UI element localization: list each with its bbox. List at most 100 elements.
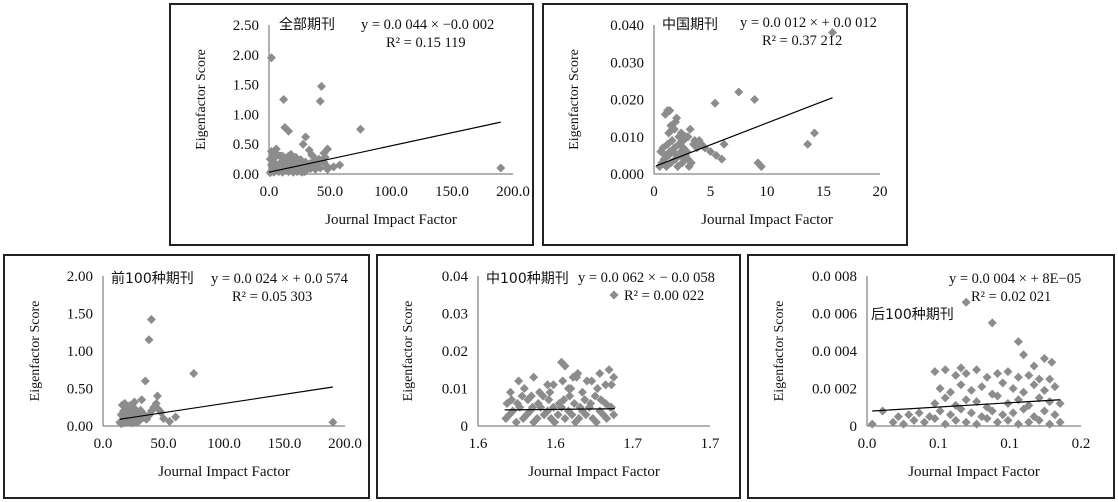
x-tick-label: 0.1	[929, 436, 948, 452]
data-point	[750, 95, 760, 104]
data-point	[560, 414, 570, 423]
data-point	[582, 376, 592, 386]
data-point	[1019, 387, 1029, 397]
data-point	[129, 397, 139, 407]
x-tick-label: 50.0	[317, 184, 343, 200]
data-point	[1055, 417, 1065, 427]
data-point	[681, 132, 691, 142]
r-squared-label: R² = 0.00 022	[624, 288, 704, 304]
data-point	[553, 410, 563, 420]
data-point	[1045, 374, 1055, 384]
data-point	[569, 399, 579, 408]
data-point	[565, 391, 575, 401]
data-point	[543, 406, 553, 416]
data-point	[930, 414, 940, 423]
scatter-chart-top100: 0.00 0.50 1.00 1.50 2.00 0.0 50.0 100.0 150.0 200…	[28, 269, 362, 480]
data-point	[992, 369, 1002, 378]
data-point	[656, 147, 666, 157]
data-point	[310, 156, 320, 166]
data-point	[587, 376, 597, 386]
data-point	[930, 399, 940, 408]
trendline	[268, 121, 501, 173]
data-point	[663, 106, 673, 116]
data-point	[507, 395, 517, 405]
data-point	[809, 128, 819, 138]
x-axis-label: Journal Impact Factor	[158, 464, 290, 480]
data-point	[961, 297, 971, 307]
data-point	[951, 370, 961, 380]
y-tick-label: 0	[850, 419, 858, 435]
y-axis-label: Eigenfactor Score	[194, 49, 209, 150]
data-point	[328, 417, 338, 427]
data-point	[590, 391, 600, 401]
data-point	[946, 387, 956, 397]
data-point	[1029, 412, 1039, 422]
data-point	[529, 372, 539, 382]
y-tick-label: 0.020	[610, 93, 644, 109]
y-tick-label: 0.00	[233, 167, 259, 183]
trendline	[656, 97, 833, 167]
data-point	[273, 150, 283, 160]
x-tick-label: 0.0	[94, 436, 113, 452]
data-point	[992, 391, 1002, 401]
data-point	[690, 135, 700, 145]
data-point	[1024, 370, 1034, 380]
data-point	[667, 135, 677, 145]
data-point	[1003, 399, 1013, 408]
data-point	[284, 151, 294, 161]
panel-mid-100: 0 0.01 0.02 0.03 0.04 1.6 1.6 1.7 1.7 Journal Imp…	[376, 254, 741, 499]
x-tick-label: 15	[816, 184, 831, 200]
x-tick-label: 5	[707, 184, 715, 200]
panel-bottom-100: 0 0.0 002 0.0 004 0.0 006 0.0 008 0.0 0.1 0.1 0.…	[747, 254, 1115, 499]
data-point	[998, 378, 1008, 388]
data-point	[987, 389, 997, 399]
y-tick-label: 0.03	[442, 307, 468, 323]
data-point	[1045, 419, 1055, 429]
data-point	[604, 365, 614, 375]
data-point	[719, 139, 729, 149]
data-point	[683, 154, 693, 164]
r-squared-label: R² = 0.02 021	[971, 289, 1051, 305]
data-point	[315, 96, 325, 106]
data-point	[545, 387, 555, 397]
data-point	[961, 369, 971, 378]
data-point	[888, 417, 898, 427]
regression-equation: y = 0.0 044 × −0.0 002	[361, 17, 494, 33]
data-point	[602, 414, 612, 423]
y-tick-label: 2.50	[233, 18, 259, 34]
data-point	[961, 417, 971, 427]
data-point	[567, 410, 577, 420]
data-point	[1008, 408, 1018, 418]
data-points	[867, 297, 1065, 429]
data-point	[935, 406, 945, 416]
data-point	[533, 399, 543, 408]
data-point	[1039, 385, 1049, 395]
data-point	[1047, 357, 1057, 367]
data-point	[550, 417, 560, 427]
x-axis-label: Journal Impact Factor	[325, 212, 457, 228]
data-point	[696, 139, 706, 149]
data-point	[717, 154, 727, 164]
y-tick-label: 0.0 008	[812, 269, 857, 285]
data-point	[534, 387, 544, 397]
x-tick-label: 0.2	[1072, 436, 1091, 452]
data-point	[301, 158, 311, 168]
scatter-chart-bottom100: 0 0.0 002 0.0 004 0.0 006 0.0 008 0.0 0.1 0.1 0.…	[772, 269, 1091, 480]
data-point	[753, 158, 763, 168]
data-point	[982, 372, 992, 382]
data-point	[276, 151, 286, 161]
data-point	[526, 391, 536, 401]
y-axis-label: Eigenfactor Score	[567, 49, 582, 150]
data-point	[1055, 399, 1065, 408]
chart-title: 全部期刊	[279, 16, 335, 33]
y-tick-label: 0.01	[442, 382, 468, 398]
data-point	[580, 395, 590, 405]
data-point	[308, 151, 318, 161]
data-point	[665, 147, 675, 157]
data-point	[543, 380, 553, 390]
data-point	[525, 406, 535, 416]
y-tick-label: 2.00	[233, 48, 259, 64]
data-point	[606, 380, 616, 390]
x-tick-label: 200.0	[496, 184, 530, 200]
data-point	[1029, 380, 1039, 390]
